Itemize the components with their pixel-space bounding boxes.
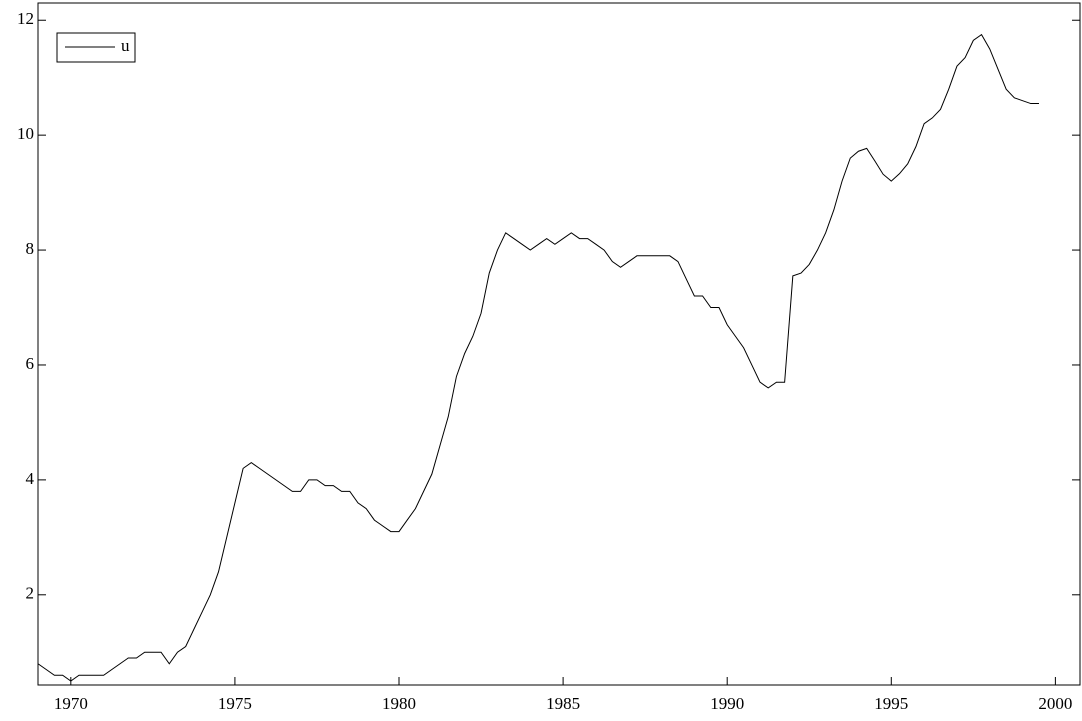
x-tick-label: 1995	[874, 694, 908, 713]
y-tick-label: 6	[26, 354, 35, 373]
y-tick-label: 8	[26, 239, 35, 258]
y-tick-label: 4	[26, 469, 35, 488]
data-line	[37, 33, 1039, 682]
x-tick-label: 1970	[54, 694, 88, 713]
x-tick-label: 1985	[546, 694, 580, 713]
x-tick-label: 1975	[218, 694, 252, 713]
y-tick-label: 12	[17, 9, 34, 28]
y-tick-label: 2	[26, 584, 35, 603]
x-tick-label: 2000	[1038, 694, 1072, 713]
legend-label: u	[121, 36, 130, 55]
y-tick-label: 10	[17, 124, 34, 143]
x-tick-label: 1990	[710, 694, 744, 713]
plot-frame	[37, 2, 1081, 686]
x-tick-label: 1980	[382, 694, 416, 713]
